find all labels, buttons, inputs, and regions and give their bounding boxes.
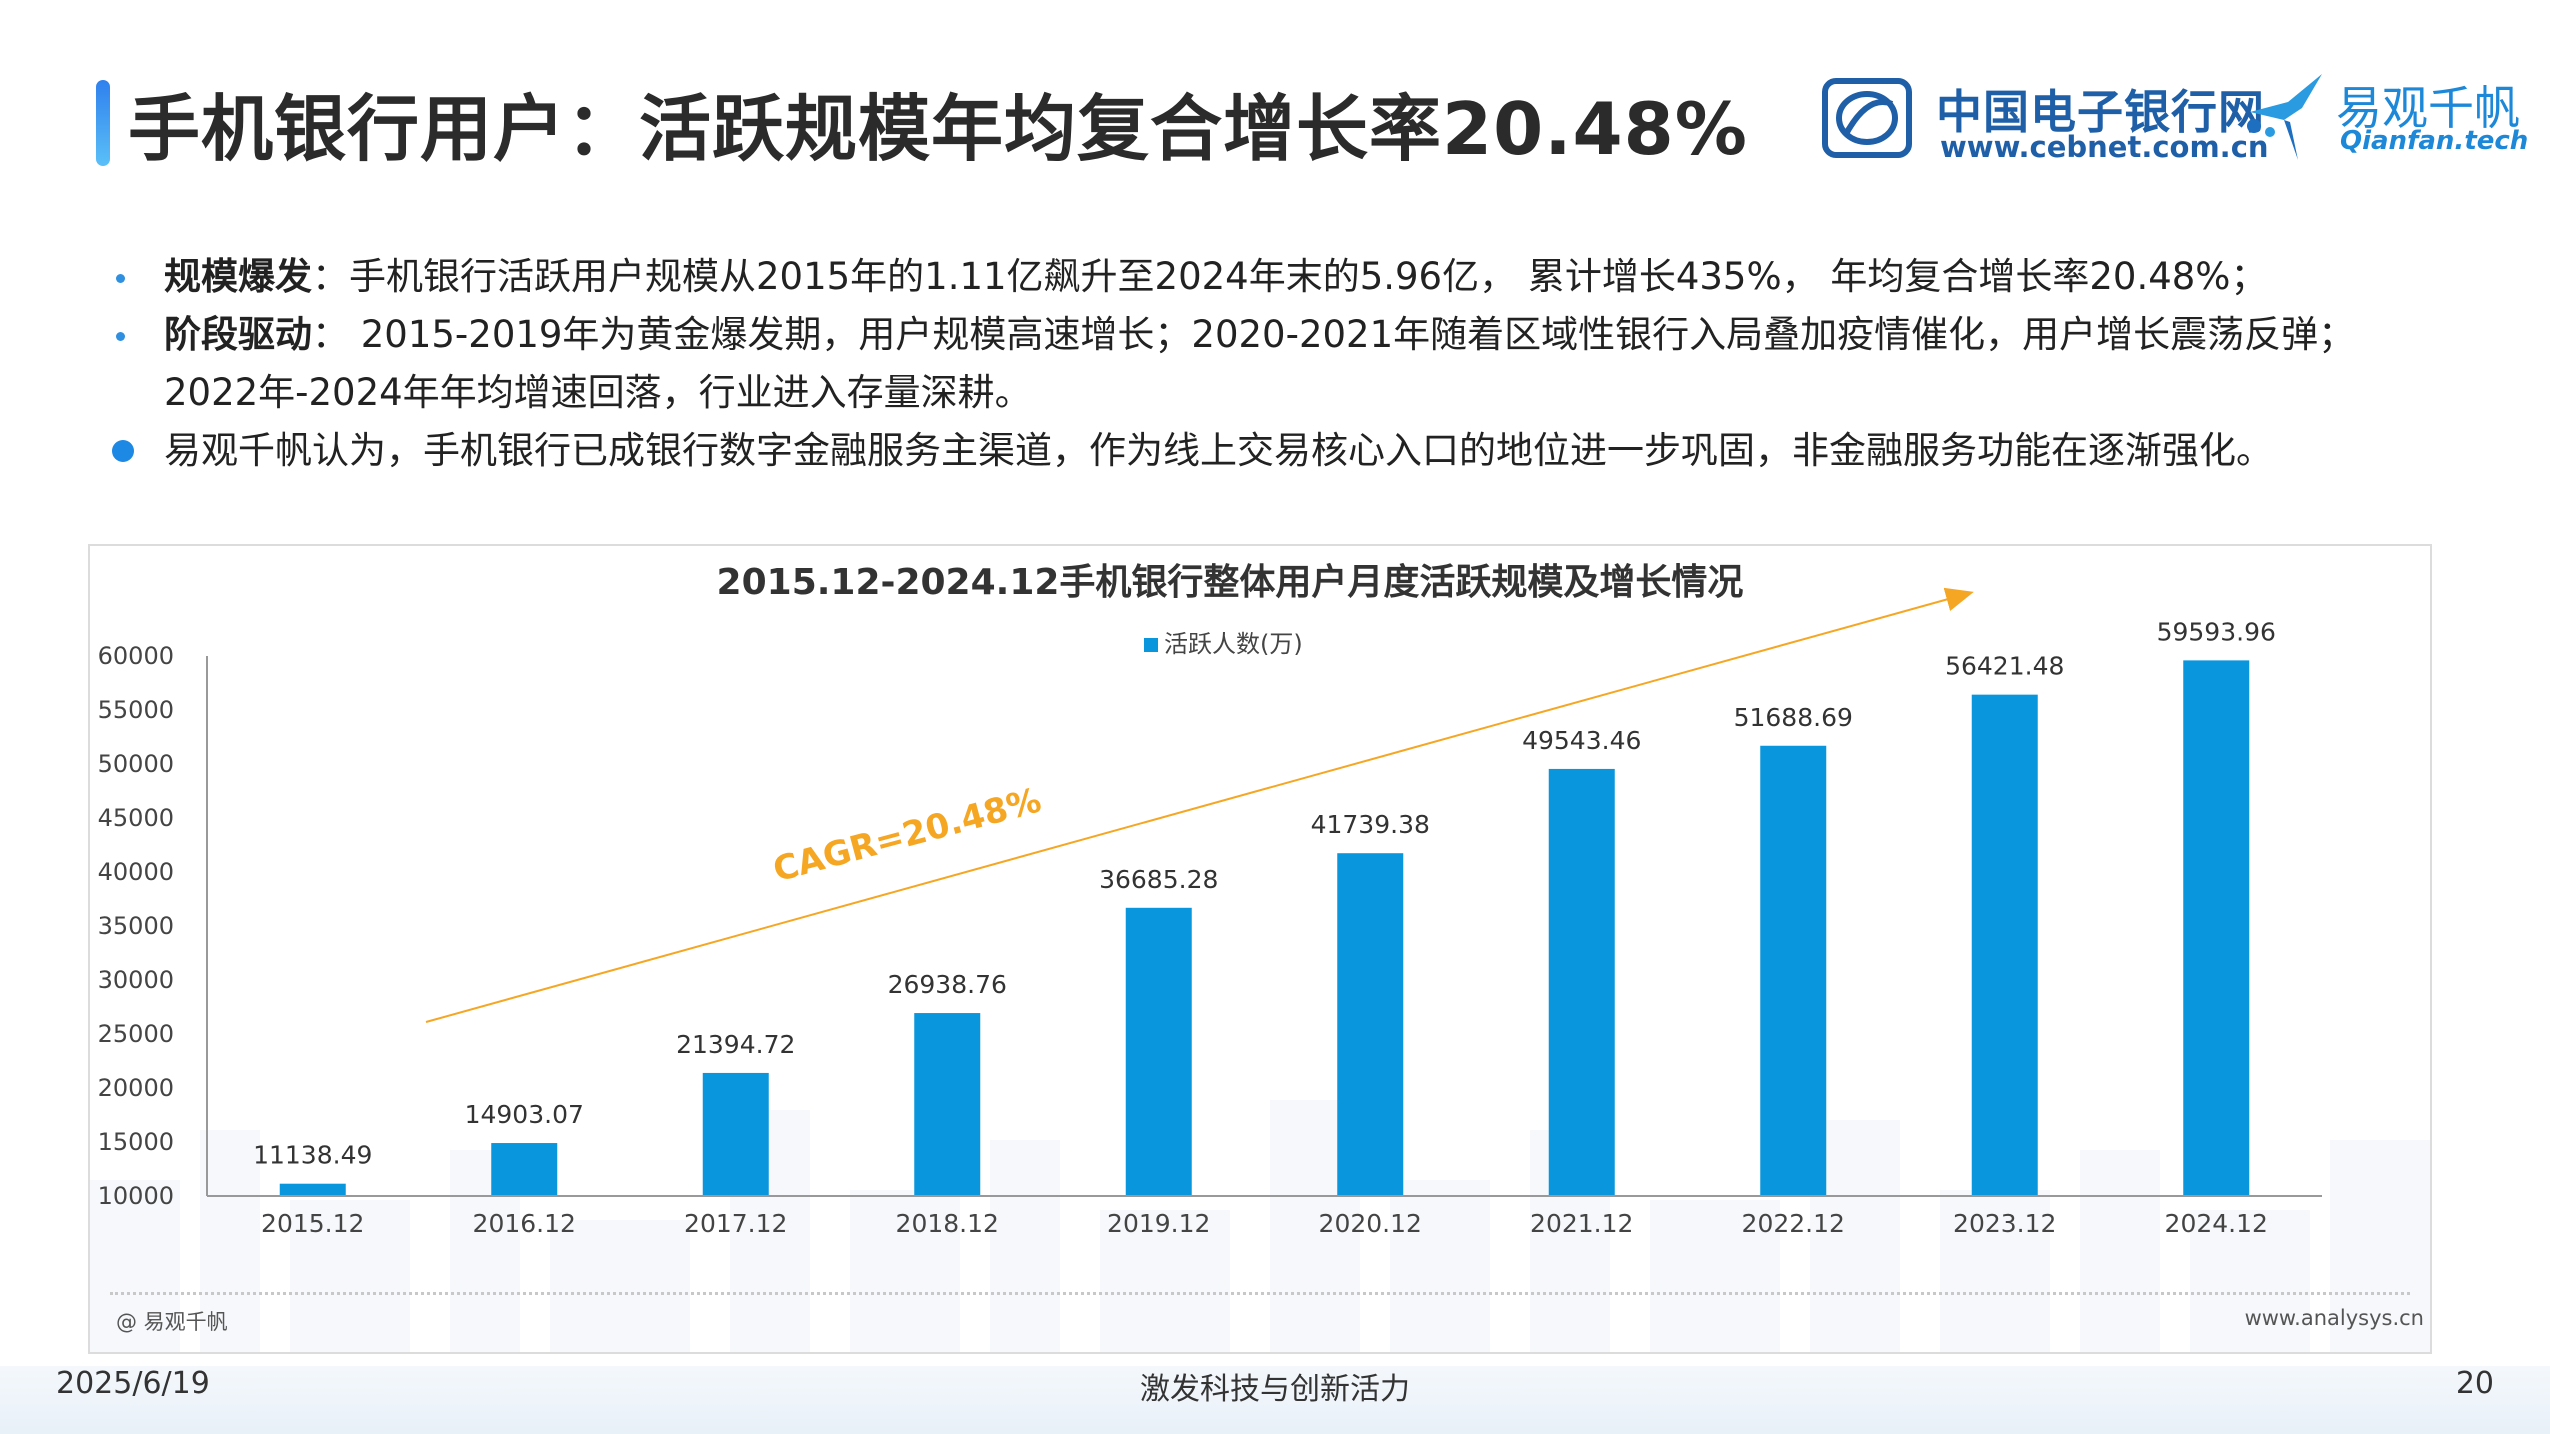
city-skyline-watermark — [90, 1100, 2430, 1352]
bullet-item: 规模爆发：手机银行活跃用户规模从2015年的1.11亿飙升至2024年末的5.9… — [112, 248, 2512, 306]
y-tick-label: 60000 — [98, 642, 174, 670]
bullet-text: ： 2015-2019年为黄金爆发期，用户规模高速增长；2020-2021年随着… — [312, 313, 2356, 356]
legend-swatch — [1144, 638, 1158, 652]
footer-slogan: 激发科技与创新活力 — [1140, 1372, 1410, 1407]
y-tick-label: 15000 — [98, 1128, 174, 1156]
x-tick-label: 2021.12 — [1530, 1209, 1633, 1238]
page-number: 20 — [2455, 1366, 2494, 1401]
cagr-annotation: CAGR=20.48% — [769, 780, 1045, 890]
bar-value-label: 51688.69 — [1734, 703, 1853, 732]
x-tick-label: 2016.12 — [473, 1209, 576, 1238]
bullet-lead: 阶段驱动 — [164, 313, 312, 356]
chart-footer-divider — [110, 1292, 2410, 1295]
bar-value-label: 56421.48 — [1945, 652, 2064, 681]
cagr-trend-arrow — [425, 587, 1974, 1023]
legend-label: 活跃人数(万) — [1164, 630, 1303, 658]
bar-value-label: 14903.07 — [465, 1100, 584, 1129]
y-tick-label: 40000 — [98, 858, 174, 886]
y-tick-label: 20000 — [98, 1074, 174, 1102]
bullet-item: 易观千帆认为，手机银行已成银行数字金融服务主渠道，作为线上交易核心入口的地位进一… — [112, 422, 2512, 480]
bar — [1125, 907, 1192, 1196]
bar — [1971, 694, 2038, 1196]
cebnet-logo-url: www.cebnet.com.cn — [1940, 130, 2269, 164]
bar-value-label: 36685.28 — [1099, 865, 1218, 894]
bar — [1760, 745, 1827, 1196]
title-accent-bar — [96, 80, 110, 166]
bullet-dot-icon — [116, 332, 125, 341]
qianfan-logo-url: Qianfan.tech — [2340, 126, 2529, 156]
bullet-item: 阶段驱动： 2015-2019年为黄金爆发期，用户规模高速增长；2020-202… — [112, 306, 2512, 364]
summary-bullets: 规模爆发：手机银行活跃用户规模从2015年的1.11亿飙升至2024年末的5.9… — [112, 248, 2512, 480]
bullet-lead: 规模爆发 — [164, 255, 312, 298]
bullet-dot-icon — [112, 440, 134, 462]
chart-title: 2015.12-2024.12手机银行整体用户月度活跃规模及增长情况 — [717, 562, 1744, 603]
bar-value-label: 11138.49 — [253, 1141, 372, 1170]
x-tick-label: 2017.12 — [684, 1209, 787, 1238]
x-tick-label: 2023.12 — [1953, 1209, 2056, 1238]
bar — [1337, 853, 1404, 1196]
x-tick-label: 2018.12 — [896, 1209, 999, 1238]
y-tick-label: 25000 — [98, 1020, 174, 1048]
bar-value-label: 41739.38 — [1311, 810, 1430, 839]
bar — [1548, 768, 1615, 1196]
y-tick-label: 10000 — [98, 1182, 174, 1210]
bar-value-label: 59593.96 — [2157, 617, 2276, 646]
qianfan-logo: 易观千帆 Qianfan.tech — [2240, 66, 2540, 166]
bar — [702, 1072, 769, 1196]
bullet-continuation: 2022年-2024年年均增速回落，行业进入存量深耕。 — [112, 364, 2512, 422]
x-tick-label: 2024.12 — [2165, 1209, 2268, 1238]
x-tick-label: 2015.12 — [261, 1209, 364, 1238]
bar — [491, 1143, 558, 1196]
bar-value-label: 49543.46 — [1522, 726, 1641, 755]
bar-value-label: 26938.76 — [888, 970, 1007, 999]
x-tick-label: 2022.12 — [1742, 1209, 1845, 1238]
bar — [2183, 660, 2250, 1196]
y-tick-label: 30000 — [98, 966, 174, 994]
x-tick-label: 2020.12 — [1319, 1209, 1422, 1238]
bullet-dot-icon — [116, 274, 125, 283]
bar-chart: 2015.12-2024.12手机银行整体用户月度活跃规模及增长情况 活跃人数(… — [98, 562, 2322, 1238]
qianfan-logo-name: 易观千帆 — [2336, 81, 2520, 135]
page-title: 手机银行用户：活跃规模年均复合增长率20.48% — [128, 87, 1748, 171]
bar — [279, 1183, 346, 1196]
cebnet-logo: 中国电子银行网 www.cebnet.com.cn — [1822, 74, 2322, 166]
source-left: @ 易观千帆 — [116, 1310, 228, 1334]
bar — [914, 1013, 981, 1196]
cebnet-logo-icon — [1822, 78, 1912, 158]
chart-legend: 活跃人数(万) — [1144, 630, 1303, 658]
qianfan-bird-icon — [2247, 74, 2322, 160]
source-right: www.analysys.cn — [2244, 1306, 2424, 1330]
footer-band — [0, 1366, 2550, 1434]
y-tick-label: 35000 — [98, 912, 174, 940]
bullet-text: 易观千帆认为，手机银行已成银行数字金融服务主渠道，作为线上交易核心入口的地位进一… — [164, 429, 2273, 472]
x-tick-label: 2019.12 — [1107, 1209, 1210, 1238]
bar-value-label: 21394.72 — [676, 1030, 795, 1059]
bullet-text: 2022年-2024年年均增速回落，行业进入存量深耕。 — [164, 371, 1032, 414]
y-tick-label: 50000 — [98, 750, 174, 778]
y-tick-label: 55000 — [98, 696, 174, 724]
y-tick-label: 45000 — [98, 804, 174, 832]
bullet-text: ：手机银行活跃用户规模从2015年的1.11亿飙升至2024年末的5.96亿， … — [312, 255, 2268, 298]
cebnet-logo-name: 中国电子银行网 — [1936, 85, 2265, 139]
footer-date: 2025/6/19 — [56, 1366, 210, 1401]
